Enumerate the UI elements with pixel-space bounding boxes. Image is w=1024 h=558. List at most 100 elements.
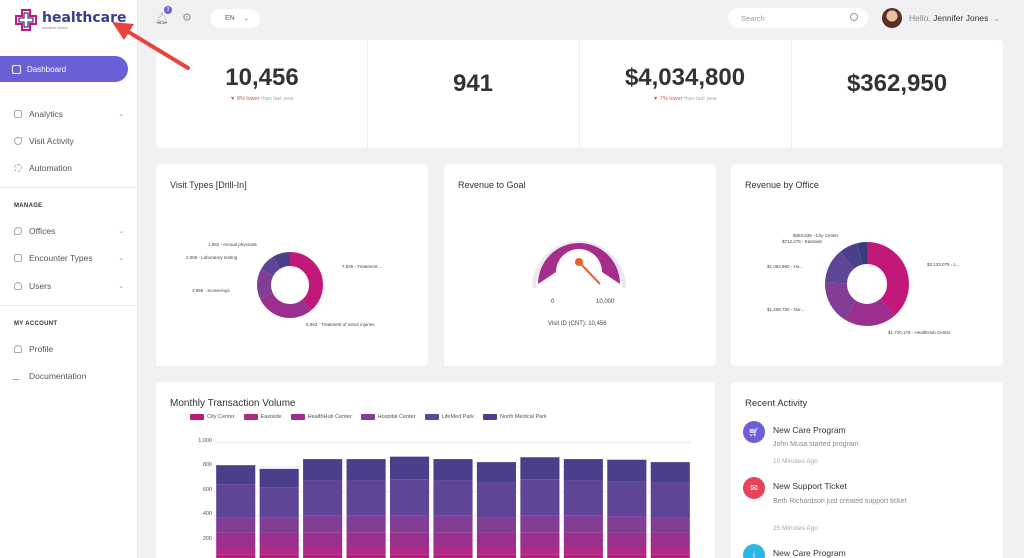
bar-segment[interactable] bbox=[433, 554, 473, 558]
bar-segment[interactable] bbox=[607, 547, 647, 555]
bar-segment[interactable] bbox=[389, 532, 430, 548]
bar-segment[interactable] bbox=[216, 554, 256, 558]
sidebar-item-encounter-types[interactable]: Encounter Types ⌄ bbox=[14, 253, 124, 263]
bar-segment[interactable] bbox=[346, 480, 386, 516]
bar-segment[interactable] bbox=[563, 532, 603, 548]
sidebar-item-profile[interactable]: Profile bbox=[14, 344, 124, 354]
bar-segment[interactable] bbox=[389, 554, 430, 558]
bar-segment[interactable] bbox=[259, 547, 299, 555]
bar-segment[interactable] bbox=[650, 554, 690, 558]
gear-icon[interactable]: ⚙ bbox=[182, 12, 192, 24]
bar-segment[interactable] bbox=[563, 554, 603, 558]
legend-item[interactable]: City Center bbox=[190, 414, 235, 420]
bar-segment[interactable] bbox=[520, 457, 560, 480]
bar-segment[interactable] bbox=[607, 459, 647, 482]
bar-segment[interactable] bbox=[476, 462, 517, 483]
legend-item[interactable]: Hospital Center bbox=[360, 414, 416, 420]
donut-segment[interactable] bbox=[825, 242, 909, 326]
bar-segment[interactable] bbox=[476, 547, 517, 555]
legend-item[interactable]: HealthHub Center bbox=[290, 414, 352, 420]
bar-segment[interactable] bbox=[476, 482, 517, 518]
bar-segment[interactable] bbox=[259, 554, 299, 558]
bar-segment[interactable] bbox=[433, 515, 473, 533]
bar-segment[interactable] bbox=[520, 547, 560, 555]
bar-segment[interactable] bbox=[563, 459, 603, 481]
bar-segment[interactable] bbox=[389, 479, 430, 516]
donut-segment[interactable] bbox=[825, 242, 909, 326]
search-input[interactable]: Search bbox=[728, 8, 868, 28]
brand-logo[interactable]: healthcare medical clinics bbox=[14, 8, 127, 32]
bell-icon[interactable]: 🔔︎ bbox=[155, 13, 169, 25]
sidebar-item-visit-activity[interactable]: Visit Activity bbox=[14, 136, 124, 146]
legend-item[interactable]: North Medical Park bbox=[482, 414, 547, 420]
bar-segment[interactable] bbox=[216, 517, 256, 533]
bar-segment[interactable] bbox=[520, 554, 560, 558]
user-menu[interactable]: Hello, Jennifer Jones ⌄ bbox=[909, 13, 1000, 23]
sidebar-item-documentation[interactable]: Documentation bbox=[11, 371, 124, 381]
bar-segment[interactable] bbox=[346, 515, 386, 533]
bar-segment[interactable] bbox=[346, 532, 386, 548]
bar-segment[interactable] bbox=[216, 465, 256, 485]
activity-title[interactable]: New Care Program bbox=[773, 548, 846, 558]
activity-title[interactable]: New Support Ticket bbox=[773, 481, 847, 491]
bar-segment[interactable] bbox=[433, 459, 473, 481]
bar-segment[interactable] bbox=[607, 532, 647, 548]
bar-segment[interactable] bbox=[520, 532, 560, 548]
bar-segment[interactable] bbox=[476, 554, 517, 558]
bar-segment[interactable] bbox=[650, 482, 690, 518]
bar-segment[interactable] bbox=[303, 532, 343, 548]
donut-segment[interactable] bbox=[257, 252, 323, 318]
bar-segment[interactable] bbox=[520, 515, 560, 533]
bar-segment[interactable] bbox=[563, 515, 603, 533]
bar-segment[interactable] bbox=[650, 532, 690, 548]
bar-segment[interactable] bbox=[346, 554, 386, 558]
bar-segment[interactable] bbox=[476, 532, 517, 548]
bar-segment[interactable] bbox=[216, 532, 256, 548]
donut-segment[interactable] bbox=[257, 252, 323, 318]
bar-segment[interactable] bbox=[346, 459, 386, 481]
bar-segment[interactable] bbox=[303, 547, 343, 555]
bar-segment[interactable] bbox=[259, 468, 299, 488]
bar-segment[interactable] bbox=[563, 480, 603, 516]
bar-segment[interactable] bbox=[389, 515, 430, 533]
bar-segment[interactable] bbox=[607, 516, 647, 533]
bar-segment[interactable] bbox=[216, 547, 256, 555]
bar-segment[interactable] bbox=[433, 532, 473, 548]
bar-segment[interactable] bbox=[389, 456, 430, 480]
bar-segment[interactable] bbox=[259, 517, 299, 533]
bar-segment[interactable] bbox=[259, 532, 299, 548]
sidebar-item-offices[interactable]: Offices ⌄ bbox=[14, 226, 124, 236]
legend-item[interactable]: LifeMed Park bbox=[424, 414, 474, 420]
bar-segment[interactable] bbox=[346, 547, 386, 555]
bar-segment[interactable] bbox=[650, 517, 690, 533]
card-title[interactable]: Visit Types [Drill-In] bbox=[170, 180, 247, 190]
language-select[interactable]: EN ⌄ bbox=[210, 9, 260, 28]
legend-item[interactable]: Eastside bbox=[243, 414, 282, 420]
gauge-fill[interactable] bbox=[538, 243, 620, 284]
bar-segment[interactable] bbox=[259, 487, 299, 518]
sidebar-item-dashboard[interactable]: Dashboard bbox=[0, 56, 128, 82]
bar-segment[interactable] bbox=[650, 547, 690, 555]
bar-segment[interactable] bbox=[433, 547, 473, 555]
bar-segment[interactable] bbox=[563, 547, 603, 555]
sidebar-item-automation[interactable]: Automation bbox=[14, 163, 124, 173]
bar-segment[interactable] bbox=[476, 517, 517, 533]
divider bbox=[0, 305, 138, 306]
bar-segment[interactable] bbox=[216, 484, 256, 518]
bar-segment[interactable] bbox=[303, 554, 343, 558]
donut-segment[interactable] bbox=[257, 252, 323, 318]
sidebar-item-users[interactable]: Users ⌄ bbox=[14, 281, 124, 291]
bar-segment[interactable] bbox=[303, 459, 343, 481]
bar-segment[interactable] bbox=[607, 554, 647, 558]
sidebar-item-analytics[interactable]: Analytics ⌄ bbox=[14, 109, 124, 119]
bar-segment[interactable] bbox=[650, 462, 690, 483]
bar-segment[interactable] bbox=[520, 479, 560, 516]
activity-title[interactable]: New Care Program bbox=[773, 425, 846, 435]
bar-segment[interactable] bbox=[433, 480, 473, 516]
bar-segment[interactable] bbox=[607, 481, 647, 517]
donut-segment[interactable] bbox=[825, 242, 909, 326]
avatar[interactable] bbox=[882, 8, 902, 28]
bar-segment[interactable] bbox=[303, 515, 343, 533]
bar-segment[interactable] bbox=[389, 547, 430, 555]
bar-segment[interactable] bbox=[303, 480, 343, 516]
